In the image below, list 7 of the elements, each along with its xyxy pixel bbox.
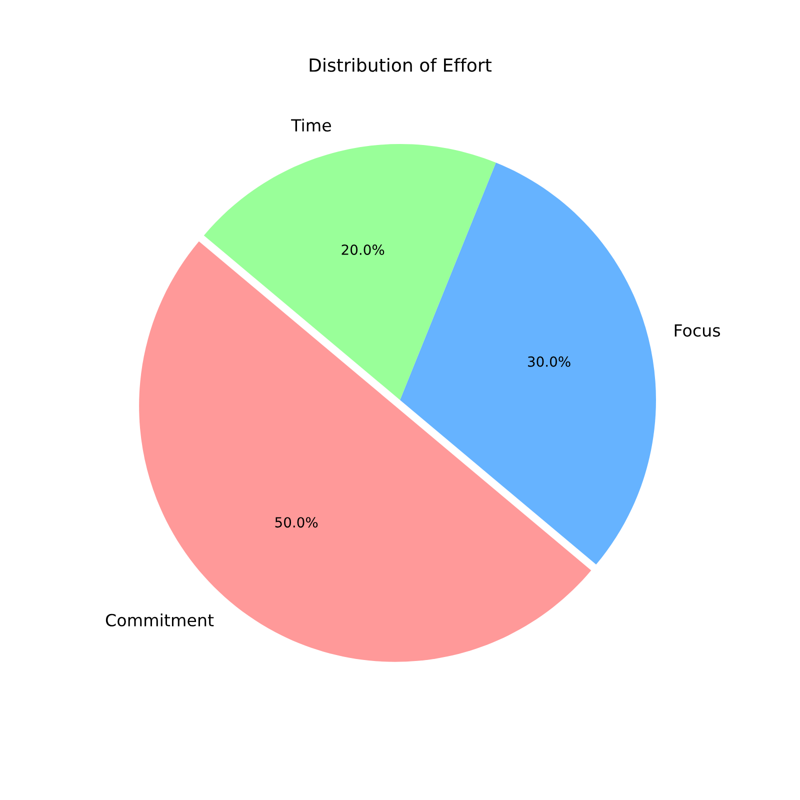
slice-label: Focus: [674, 324, 720, 337]
data-label: 50.0%: [275, 517, 318, 528]
slice-label: Commitment: [106, 614, 214, 626]
slice-label: Time: [291, 118, 331, 132]
chart-title: Distribution of Effort: [310, 58, 492, 72]
data-label: 30.0%: [528, 356, 570, 367]
data-label: 20.0%: [342, 244, 384, 255]
